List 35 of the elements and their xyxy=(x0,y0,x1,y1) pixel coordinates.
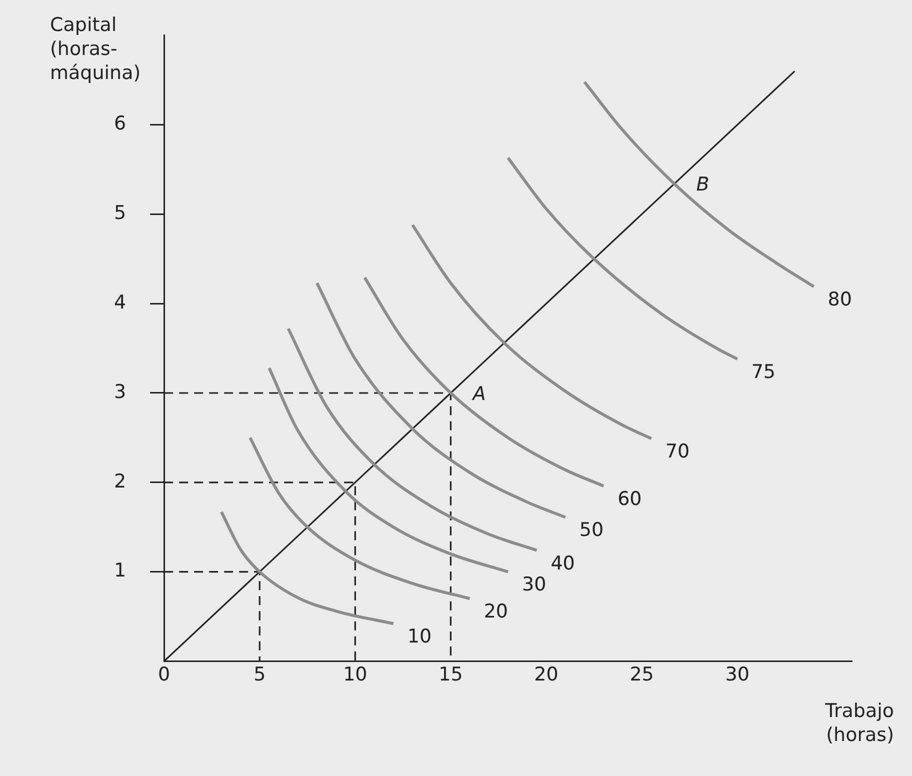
series-label: 50 xyxy=(579,519,604,542)
series-label: 40 xyxy=(550,552,575,574)
x-tick-label: 10 xyxy=(343,664,368,686)
y-tick-label: 3 xyxy=(114,380,126,403)
x-tick-label: 30 xyxy=(725,664,750,686)
line-series xyxy=(286,327,538,552)
line-series xyxy=(248,436,472,600)
y-tick-label: 2 xyxy=(114,470,126,492)
y-tick-label: 5 xyxy=(114,202,126,224)
series-label: 60 xyxy=(618,488,642,510)
series-label: 70 xyxy=(665,440,690,463)
series-label: 80 xyxy=(828,288,852,311)
y-tick-label: 4 xyxy=(114,292,126,314)
x-axis-title: Trabajo (horas) xyxy=(825,700,894,748)
line-series xyxy=(411,223,653,440)
line-series xyxy=(582,80,816,288)
x-tick-label: 20 xyxy=(534,664,558,686)
x-tick-label: 0 xyxy=(158,664,170,686)
x-tick-label: 5 xyxy=(254,664,266,686)
line-series xyxy=(220,510,395,626)
y-axis-title: Capital (horas- máquina) xyxy=(50,14,141,86)
x-tick-label: 25 xyxy=(630,664,654,686)
y-tick-label: 6 xyxy=(114,112,126,135)
line-series xyxy=(363,276,606,488)
x-tick-label: 15 xyxy=(438,664,463,686)
annotation: A xyxy=(470,382,486,405)
series-label: 75 xyxy=(751,360,776,383)
series-label: 10 xyxy=(407,626,432,648)
series-label: 20 xyxy=(484,600,508,623)
line-series xyxy=(506,156,739,361)
line-series xyxy=(268,366,510,574)
y-tick-label: 1 xyxy=(114,560,126,582)
series-label: 30 xyxy=(522,574,546,596)
line-series xyxy=(315,282,567,519)
annotation: B xyxy=(696,174,710,196)
